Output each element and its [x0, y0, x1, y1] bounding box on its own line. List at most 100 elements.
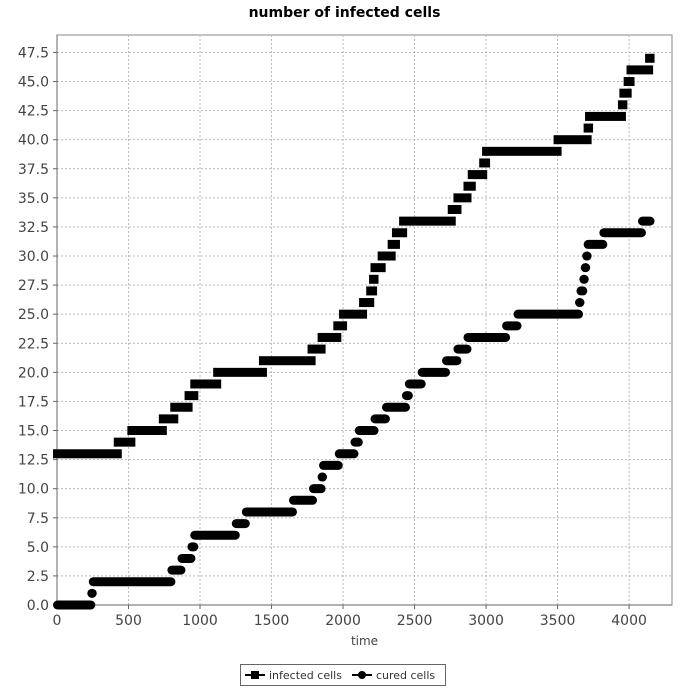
- data-step: [447, 204, 462, 214]
- data-step: [513, 309, 584, 319]
- x-tick-label: 4000: [611, 613, 647, 629]
- legend: infected cells cured cells: [240, 664, 446, 686]
- data-step: [88, 577, 176, 587]
- y-tick-label: 47.5: [18, 45, 49, 61]
- data-step: [231, 519, 250, 529]
- y-tick-label: 7.5: [27, 511, 49, 527]
- series-cured-cells: [53, 216, 655, 610]
- data-step: [241, 507, 297, 517]
- data-step: [53, 449, 122, 459]
- data-step: [334, 449, 359, 459]
- y-tick-label: 40.0: [18, 133, 49, 149]
- y-tick-label: 35.0: [18, 191, 49, 207]
- data-step: [369, 274, 379, 284]
- x-tick-label: 0: [53, 613, 62, 629]
- data-step: [53, 600, 96, 610]
- legend-label-infected: infected cells: [269, 668, 342, 682]
- legend-item-infected: infected cells: [245, 669, 342, 682]
- x-axis-label: time: [351, 634, 378, 648]
- data-step: [359, 298, 375, 308]
- data-step: [184, 391, 199, 401]
- data-step: [190, 379, 222, 389]
- data-step: [387, 239, 400, 249]
- data-step: [319, 460, 343, 470]
- data-step: [579, 274, 589, 284]
- x-tick-label: 3500: [540, 613, 576, 629]
- data-step: [619, 88, 632, 98]
- data-step: [333, 321, 348, 331]
- x-tick-label: 1500: [254, 613, 290, 629]
- data-step: [502, 321, 522, 331]
- data-step: [381, 402, 410, 412]
- y-tick-label: 25.0: [18, 307, 49, 323]
- data-step: [288, 495, 318, 505]
- y-tick-label: 17.5: [18, 394, 49, 410]
- data-step: [317, 332, 342, 342]
- data-step: [190, 530, 240, 540]
- data-step: [127, 426, 167, 436]
- data-step: [399, 216, 456, 226]
- data-step: [645, 53, 655, 63]
- data-step: [309, 484, 326, 494]
- data-step: [582, 251, 592, 261]
- data-step: [442, 356, 462, 366]
- y-tick-label: 27.5: [18, 278, 49, 294]
- data-step: [307, 344, 326, 354]
- data-step: [617, 100, 628, 110]
- y-tick-label: 22.5: [18, 336, 49, 352]
- legend-label-cured: cured cells: [375, 668, 436, 682]
- data-step: [401, 391, 413, 401]
- data-step: [317, 472, 328, 482]
- y-tick-label: 42.5: [18, 104, 49, 120]
- data-step: [626, 65, 654, 75]
- data-step: [354, 426, 379, 436]
- data-step: [467, 170, 488, 180]
- data-step: [463, 332, 511, 342]
- data-step: [580, 263, 591, 273]
- data-step: [637, 216, 655, 226]
- data-step: [170, 402, 193, 412]
- data-step: [404, 379, 426, 389]
- data-step: [339, 309, 368, 319]
- x-tick-label: 500: [115, 613, 142, 629]
- series-infected-cells: [53, 53, 655, 459]
- plot-area: [56, 34, 673, 606]
- y-tick-label: 45.0: [18, 75, 49, 91]
- data-step: [599, 228, 646, 238]
- y-tick-label: 30.0: [18, 249, 49, 265]
- data-step: [370, 263, 386, 273]
- y-tick-label: 12.5: [18, 453, 49, 469]
- data-step: [417, 367, 451, 377]
- x-tick-label: 1000: [182, 613, 218, 629]
- x-tick-label: 3000: [468, 613, 504, 629]
- y-tick-label: 0.0: [27, 598, 49, 614]
- square-marker-icon: [245, 670, 265, 680]
- y-tick-label: 20.0: [18, 365, 49, 381]
- legend-item-cured: cured cells: [351, 668, 436, 682]
- data-step: [453, 193, 472, 203]
- data-step: [377, 251, 396, 261]
- data-step: [575, 298, 585, 308]
- data-step: [177, 553, 196, 563]
- y-tick-label: 37.5: [18, 162, 49, 178]
- y-tick-label: 5.0: [27, 540, 49, 556]
- chart-title: number of infected cells: [248, 5, 441, 21]
- data-step: [453, 344, 472, 354]
- data-step: [576, 286, 588, 296]
- data-step: [583, 123, 594, 133]
- data-step: [623, 77, 635, 87]
- data-step: [213, 367, 267, 377]
- data-step: [167, 565, 186, 575]
- axes: 0 500 1000 1500 2000 2500 3000 3500 4000 0.0 2.5 5.…: [18, 35, 672, 629]
- data-step: [158, 414, 179, 424]
- data-step: [350, 437, 363, 447]
- data-step: [391, 228, 408, 238]
- data-step: [553, 135, 592, 145]
- y-tick-label: 2.5: [27, 569, 49, 585]
- circle-marker-icon: [351, 670, 372, 680]
- data-step: [370, 414, 390, 424]
- y-tick-label: 32.5: [18, 220, 49, 236]
- y-tick-label: 15.0: [18, 424, 49, 440]
- y-tick-label: 10.0: [18, 482, 49, 498]
- data-step: [585, 111, 626, 121]
